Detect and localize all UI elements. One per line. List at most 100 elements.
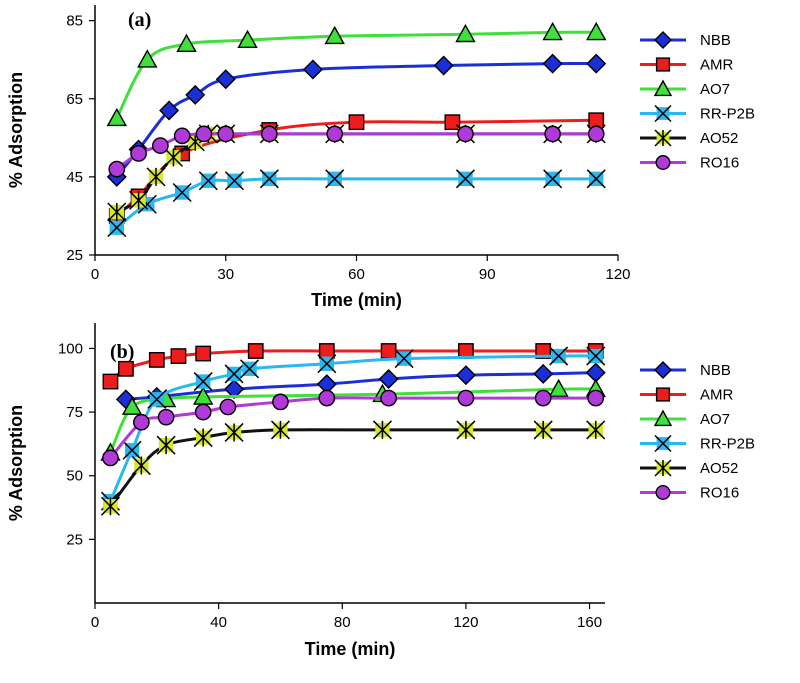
- star-marker-lines: [372, 420, 392, 440]
- square-marker: [655, 57, 671, 72]
- circle-marker: [544, 125, 561, 143]
- x-marker-cross: [107, 218, 127, 238]
- circle-marker: [655, 485, 671, 501]
- diamond-marker: [378, 369, 399, 389]
- circle-marker: [655, 154, 671, 170]
- diamond-marker: [224, 379, 245, 400]
- x-marker: [586, 169, 606, 189]
- circle-marker: [272, 393, 289, 411]
- circle-marker: [152, 137, 169, 154]
- circle-marker: [130, 145, 147, 162]
- diamond-marker: [433, 55, 454, 76]
- x-marker-cross: [586, 169, 606, 189]
- circle-marker: [194, 403, 212, 421]
- star-marker: [193, 428, 213, 448]
- triangle-marker: [324, 25, 345, 45]
- x-marker: [224, 171, 244, 191]
- x-marker-cross: [543, 169, 563, 189]
- circle-marker: [380, 389, 397, 407]
- star-marker-lines: [163, 147, 183, 167]
- series-ro16: [108, 125, 605, 178]
- star-marker: [372, 420, 392, 440]
- star-marker: [654, 459, 672, 477]
- x-marker: [654, 434, 672, 453]
- series-line: [115, 61, 597, 178]
- triangle-marker: [455, 23, 476, 43]
- legend-label: RO16: [700, 155, 739, 172]
- y-axis-label: % Adsorption: [6, 405, 26, 521]
- y-tick-label: 65: [66, 91, 83, 108]
- x-axis-label: Time (min): [311, 290, 402, 310]
- square-marker: [318, 343, 335, 359]
- triangle-marker: [137, 49, 158, 68]
- y-tick-label: 25: [66, 247, 83, 264]
- x-marker-cross: [147, 389, 167, 409]
- triangle-marker: [586, 21, 607, 41]
- x-marker: [224, 364, 244, 384]
- chart-panel-a: 0 30 60 90 120 25 45 65 85 Time (min) % Adsorption…: [6, 5, 755, 310]
- diamond-marker: [586, 53, 607, 74]
- legend-item-ao7: AO7: [640, 79, 730, 98]
- circle-marker: [133, 413, 150, 431]
- star-marker-lines: [270, 420, 290, 440]
- x-tick-label: 120: [605, 266, 630, 283]
- x-marker: [654, 104, 672, 123]
- x-tick-label: 0: [91, 266, 99, 283]
- star-marker: [107, 202, 127, 222]
- square-marker: [118, 360, 134, 377]
- series-rr-p2b: [107, 169, 606, 238]
- x-marker-cross: [654, 434, 672, 453]
- star-marker-lines: [193, 428, 213, 448]
- star-marker: [456, 420, 476, 440]
- star-marker: [156, 435, 176, 455]
- star-marker-lines: [224, 422, 244, 442]
- legend-item-ao52: AO52: [640, 459, 738, 477]
- circle-marker: [102, 449, 119, 467]
- circle-marker: [457, 125, 474, 143]
- star-marker: [270, 420, 290, 440]
- x-tick-label: 160: [577, 614, 602, 631]
- x-marker: [394, 349, 414, 369]
- diamond-marker: [455, 365, 476, 386]
- circle-marker: [260, 125, 278, 143]
- x-tick-label: 40: [210, 614, 227, 631]
- circle-marker: [457, 389, 475, 407]
- square-marker: [247, 343, 264, 359]
- square-marker: [148, 352, 165, 368]
- legend-label: RR-P2B: [700, 106, 755, 123]
- triangle-marker: [106, 107, 127, 127]
- y-tick-label: 100: [58, 340, 83, 357]
- y-tick-label: 75: [66, 404, 83, 421]
- square-marker: [195, 345, 212, 362]
- x-tick-label: 0: [91, 614, 99, 631]
- x-marker-cross: [240, 359, 260, 379]
- star-marker-lines: [456, 420, 476, 440]
- circle-marker: [318, 389, 336, 407]
- x-marker-cross: [122, 440, 142, 460]
- legend-item-nbb: NBB: [640, 361, 731, 379]
- legend-item-amr: AMR: [640, 387, 734, 404]
- circle-marker: [219, 398, 237, 416]
- x-marker-cross: [172, 182, 192, 203]
- x-marker-cross: [394, 349, 414, 369]
- x-marker: [325, 169, 345, 189]
- x-marker-cross: [317, 354, 337, 374]
- circle-marker: [108, 160, 126, 178]
- legend-item-ao7: AO7: [640, 409, 730, 428]
- square-marker: [535, 343, 552, 359]
- legend-item-ro16: RO16: [640, 155, 739, 172]
- square-marker: [655, 387, 671, 402]
- star-marker: [163, 147, 183, 167]
- x-marker: [317, 354, 337, 374]
- x-marker: [147, 389, 167, 409]
- x-marker: [107, 218, 127, 238]
- legend-item-ro16: RO16: [640, 485, 739, 502]
- star-marker: [586, 420, 606, 440]
- legend-item-amr: AMR: [640, 57, 734, 74]
- x-tick-label: 120: [453, 614, 478, 631]
- series-line: [115, 30, 597, 119]
- diamond-marker: [533, 363, 554, 384]
- triangle-marker: [542, 21, 563, 41]
- x-marker: [259, 169, 279, 189]
- diamond-marker: [302, 59, 323, 80]
